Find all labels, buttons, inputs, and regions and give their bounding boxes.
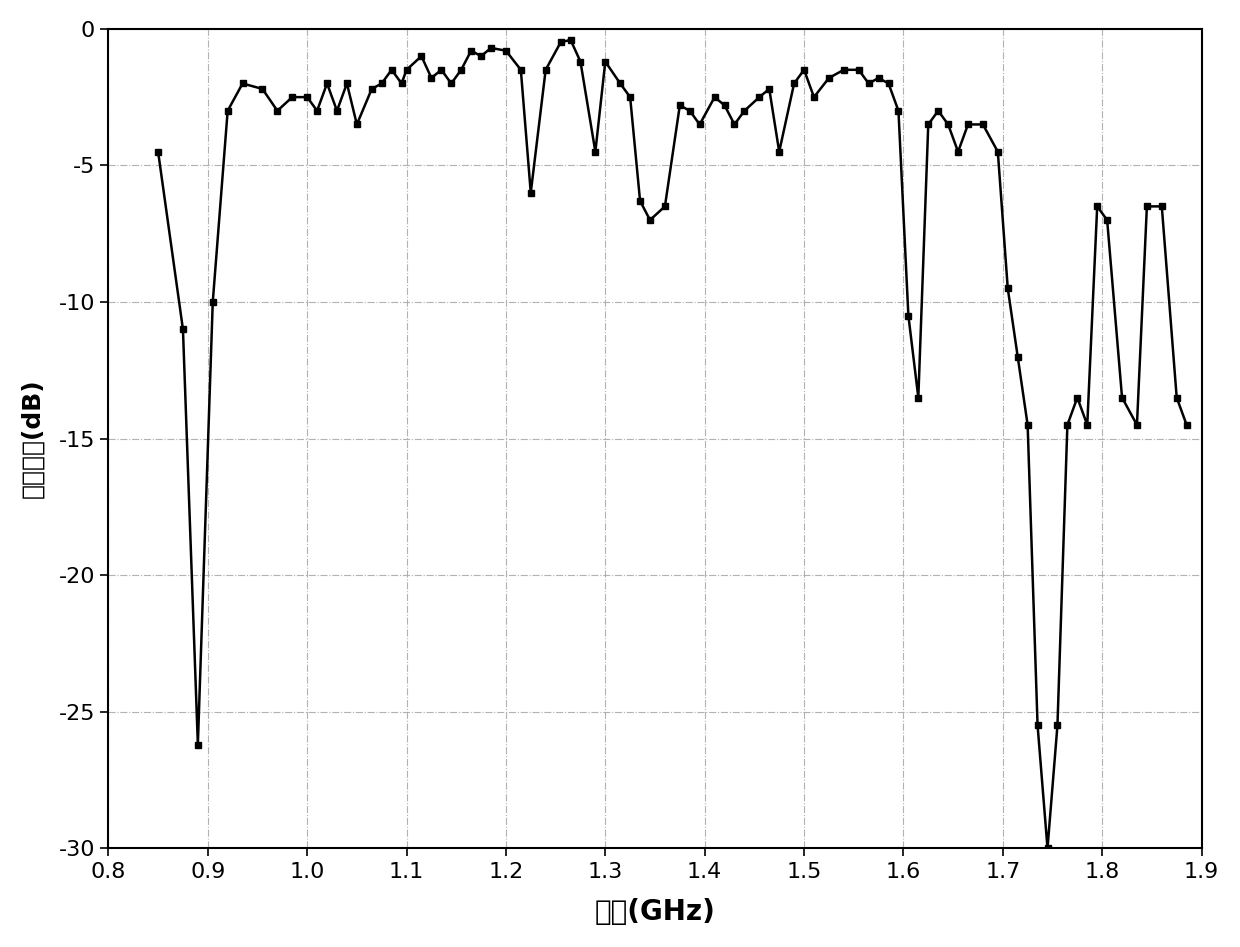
Y-axis label: 回波损耗(dB): 回波损耗(dB) — [21, 379, 45, 498]
X-axis label: 频率(GHz): 频率(GHz) — [594, 898, 715, 926]
